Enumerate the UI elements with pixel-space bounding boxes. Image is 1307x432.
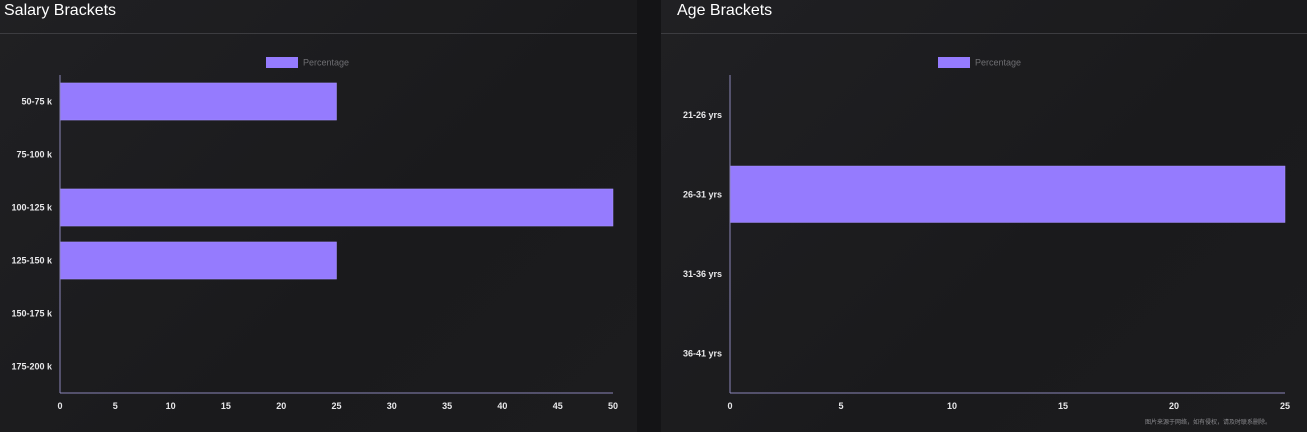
y-tick-label: 21-26 yrs [683, 110, 722, 120]
panel-title: Age Brackets [677, 2, 773, 19]
x-tick-label: 10 [166, 401, 176, 411]
y-tick-label: 36-41 yrs [683, 348, 722, 358]
footer-note: 图片来源于网络，如有侵权，请及时联系删除。 [1144, 420, 1271, 426]
x-tick-label: 20 [276, 401, 286, 411]
age-brackets-panel: Age Brackets Percentage 21-26 yrs 26-31 yr… [661, 0, 1307, 432]
x-tick-label: 45 [553, 401, 563, 411]
x-tick-label: 0 [57, 401, 62, 411]
bar [59, 241, 337, 280]
x-tick-label: 5 [838, 401, 843, 411]
x-tick-label: 15 [1058, 401, 1068, 411]
x-tick-label: 10 [947, 401, 957, 411]
x-tick-label: 35 [442, 401, 452, 411]
x-tick-label: 30 [387, 401, 397, 411]
y-tick-label: 125-150 k [11, 256, 53, 266]
panel-divider [0, 33, 637, 34]
salary-brackets-chart: Percentage 50-75 k 75-100 k 100-125 k 125-15… [11, 57, 618, 411]
bar [59, 82, 337, 121]
x-tick-label: 20 [1169, 401, 1179, 411]
x-tick-label: 15 [221, 401, 231, 411]
bar [729, 165, 1286, 223]
y-tick-label: 150-175 k [11, 309, 53, 319]
panel-divider [661, 33, 1307, 34]
x-tick-label: 25 [1280, 401, 1290, 411]
x-tick-label: 25 [331, 401, 341, 411]
y-tick-label: 26-31 yrs [683, 189, 722, 199]
bar [59, 188, 614, 227]
y-tick-label: 175-200 k [11, 362, 53, 372]
y-tick-label: 75-100 k [16, 150, 53, 160]
y-tick-label: 100-125 k [11, 203, 53, 213]
x-tick-label: 50 [608, 401, 618, 411]
panel-title: Salary Brackets [4, 2, 117, 19]
age-brackets-chart: Percentage 21-26 yrs 26-31 yrs 31-36 yrs 36-… [683, 57, 1290, 411]
legend-swatch [938, 57, 970, 68]
legend-label: Percentage [975, 58, 1021, 68]
salary-brackets-panel: Salary Brackets Percentage 50-75 k 75-100 … [0, 0, 637, 432]
x-tick-label: 5 [113, 401, 118, 411]
y-tick-label: 50-75 k [21, 97, 53, 107]
legend-swatch [266, 57, 298, 68]
y-tick-label: 31-36 yrs [683, 269, 722, 279]
x-tick-label: 0 [727, 401, 732, 411]
legend-label: Percentage [303, 58, 349, 68]
x-tick-label: 40 [497, 401, 507, 411]
